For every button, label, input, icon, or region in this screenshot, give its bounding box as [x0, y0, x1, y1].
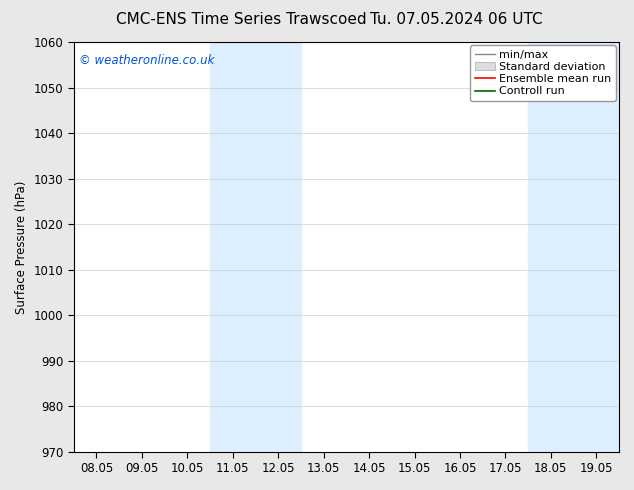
Legend: min/max, Standard deviation, Ensemble mean run, Controll run: min/max, Standard deviation, Ensemble me… — [470, 46, 616, 101]
Text: © weatheronline.co.uk: © weatheronline.co.uk — [79, 54, 214, 67]
Text: CMC-ENS Time Series Trawscoed: CMC-ENS Time Series Trawscoed — [115, 12, 366, 27]
Bar — [210, 42, 301, 452]
Text: Tu. 07.05.2024 06 UTC: Tu. 07.05.2024 06 UTC — [370, 12, 543, 27]
Y-axis label: Surface Pressure (hPa): Surface Pressure (hPa) — [15, 180, 28, 314]
Bar — [528, 42, 619, 452]
